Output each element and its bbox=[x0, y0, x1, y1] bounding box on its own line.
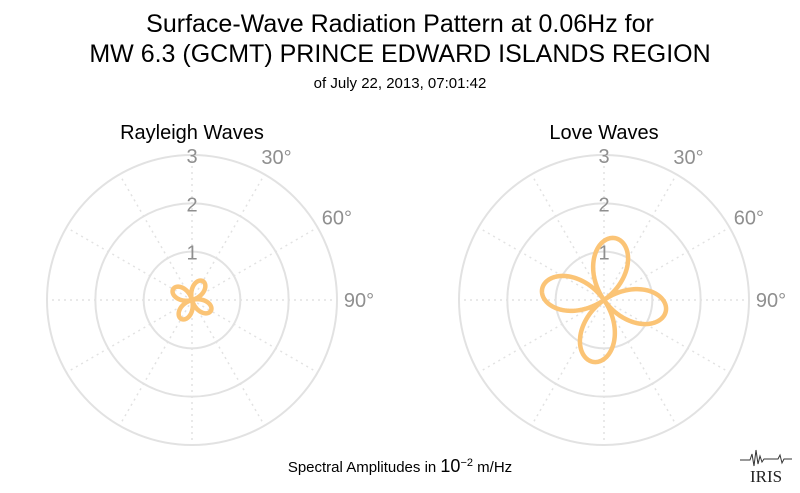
radial-gridline bbox=[66, 299, 193, 374]
radial-ring bbox=[554, 250, 654, 350]
radial-gridline bbox=[118, 174, 193, 301]
radiation-pattern-line bbox=[539, 235, 669, 365]
love-plot-title: Love Waves bbox=[549, 122, 658, 144]
chart-title-line2: MW 6.3 (GCMT) PRINCE EDWARD ISLANDS REGI… bbox=[89, 40, 711, 68]
radial-gridline bbox=[530, 174, 605, 301]
radial-gridline bbox=[191, 299, 318, 374]
angle-tick-label: 60° bbox=[322, 208, 352, 230]
radius-tick-label: 2 bbox=[186, 194, 197, 216]
units-caption-unit: m/Hz bbox=[472, 459, 513, 476]
rayleigh-plot-title: Rayleigh Waves bbox=[120, 122, 264, 144]
radial-ring bbox=[506, 202, 702, 398]
radial-ring bbox=[94, 202, 290, 398]
radiation-pattern-line bbox=[170, 278, 214, 322]
units-caption-prefix: Spectral Amplitudes in bbox=[287, 459, 441, 476]
radial-gridline bbox=[603, 299, 730, 374]
iris-logo: IRIS bbox=[740, 449, 792, 486]
angle-tick-label: 30° bbox=[261, 147, 291, 169]
angle-tick-label: 30° bbox=[673, 147, 703, 169]
radius-tick-label: 3 bbox=[186, 146, 197, 168]
radial-gridline bbox=[603, 299, 678, 426]
radial-gridline bbox=[191, 226, 318, 301]
units-caption-exponent: −2 bbox=[460, 457, 473, 469]
radial-gridline bbox=[66, 226, 193, 301]
radius-tick-label: 1 bbox=[598, 243, 609, 265]
radial-gridline bbox=[603, 226, 730, 301]
angle-tick-label: 60° bbox=[734, 208, 764, 230]
angle-tick-label: 90° bbox=[344, 290, 374, 312]
love-polar-plot: 1 2 3 30° 60° 90° Love Waves bbox=[458, 122, 786, 446]
radial-gridline bbox=[478, 226, 605, 301]
units-caption: Spectral Amplitudes in 10−2 m/Hz bbox=[0, 456, 800, 477]
chart-title-line1: Surface-Wave Radiation Pattern at 0.06Hz… bbox=[146, 10, 654, 38]
radial-gridline bbox=[603, 174, 678, 301]
angle-tick-label: 90° bbox=[756, 290, 786, 312]
radial-gridline bbox=[191, 299, 266, 426]
radial-gridline bbox=[118, 299, 193, 426]
radial-gridline bbox=[478, 299, 605, 374]
radial-ring bbox=[142, 250, 242, 350]
radius-tick-label: 3 bbox=[598, 146, 609, 168]
radial-ring bbox=[458, 154, 750, 446]
chart-subtitle: of July 22, 2013, 07:01:42 bbox=[313, 75, 487, 92]
radius-tick-label: 1 bbox=[186, 243, 197, 265]
radial-gridline bbox=[530, 299, 605, 426]
rayleigh-polar-plot: 1 2 3 30° 60° 90° Rayleigh Waves bbox=[46, 122, 374, 446]
radius-tick-label: 2 bbox=[598, 194, 609, 216]
iris-logo-text: IRIS bbox=[750, 467, 782, 486]
radial-ring bbox=[46, 154, 338, 446]
units-caption-base: 10 bbox=[440, 456, 461, 476]
radial-gridline bbox=[191, 174, 266, 301]
